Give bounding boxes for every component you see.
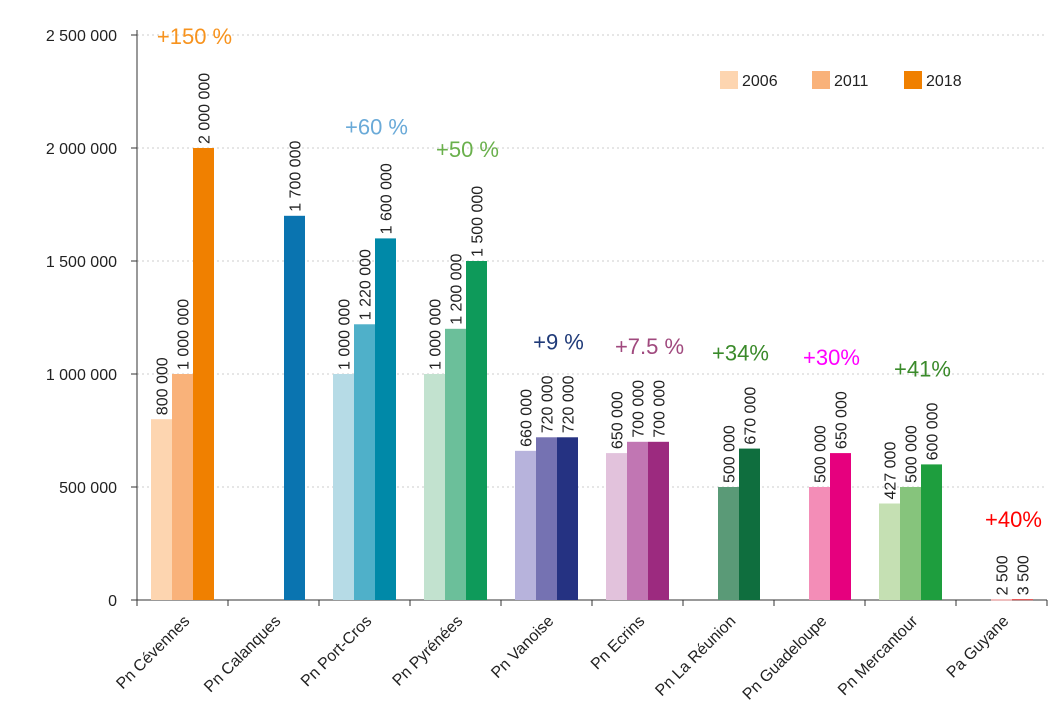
value-label: 500 000 [813,425,830,483]
bar [879,503,900,600]
x-tick-label: Pn Pyrénées [390,613,467,690]
y-tick-label: 1 000 000 [46,367,117,384]
bar [151,419,172,600]
x-tick-label: Pn Port-Cros [298,613,375,690]
x-tick-label: Pn Cévennes [113,613,193,693]
legend-swatch [904,71,922,89]
legend-label: 2006 [742,73,778,90]
annotation: +60 % [345,114,408,139]
bar [375,238,396,600]
bar [193,148,214,600]
value-label: 650 000 [610,391,627,449]
bar [739,448,760,600]
value-label: 600 000 [925,402,942,460]
annotation: +7.5 % [615,334,684,359]
bar [424,374,445,600]
bar [466,261,487,600]
bar [921,464,942,600]
bar [648,441,669,600]
value-label: 1 200 000 [449,254,466,325]
value-label: 2 500 [995,555,1012,595]
value-label: 650 000 [834,391,851,449]
bar [809,487,830,600]
x-tick-label: Pn Guadeloupe [740,613,831,704]
bar [536,437,557,600]
bar [627,441,648,600]
x-tick-label: Pn Mercantour [835,612,922,699]
value-label: 427 000 [883,442,900,500]
bar [515,450,536,600]
y-tick-label: 1 500 000 [46,254,117,271]
value-label: 700 000 [652,380,669,438]
bar [1012,599,1033,601]
value-label: 1 000 000 [337,299,354,370]
annotation: +9 % [533,329,584,354]
annotation: +50 % [436,137,499,162]
value-label: 1 500 000 [470,186,487,257]
bar [991,599,1012,601]
annotation: +40% [985,507,1042,532]
bar [830,453,851,600]
value-label: 1 000 000 [428,299,445,370]
value-label: 800 000 [155,357,172,415]
value-label: 1 600 000 [379,163,396,234]
value-label: 700 000 [631,380,648,438]
legend-label: 2011 [834,73,869,90]
value-label: 660 000 [519,389,536,447]
bar [172,374,193,600]
y-tick-label: 500 000 [59,480,117,497]
value-label: 1 700 000 [288,141,305,212]
bar [445,328,466,600]
y-tick-label: 2 000 000 [46,141,117,158]
bar [900,487,921,600]
value-label: 1 220 000 [358,249,375,320]
value-label: 1 000 000 [176,299,193,370]
annotation: +41% [894,356,951,381]
annotation: +150 % [157,24,232,49]
legend-swatch [720,71,738,89]
legend-swatch [812,71,830,89]
value-label: 500 000 [722,425,739,483]
x-tick-label: Pn La Réunion [652,613,739,700]
x-tick-label: Pn Ecrins [588,613,648,673]
x-tick-label: Pn Calanques [201,613,284,696]
value-label: 670 000 [743,387,760,445]
value-label: 500 000 [904,425,921,483]
annotation: +34% [712,341,769,366]
value-label: 3 500 [1016,555,1033,595]
annotation: +30% [803,345,860,370]
bar [718,487,739,600]
bar [557,437,578,600]
bar [284,215,305,601]
value-label: 720 000 [540,375,557,433]
bar [354,324,375,600]
x-tick-label: Pn Vanoise [488,613,557,682]
y-tick-label: 2 500 000 [46,28,117,45]
bar [333,374,354,600]
x-tick-label: Pa Guyane [944,613,1013,682]
legend-label: 2018 [926,73,962,90]
y-tick-label: 0 [108,593,117,610]
value-label: 2 000 000 [197,73,214,144]
bar [606,453,627,600]
value-label: 720 000 [561,375,578,433]
